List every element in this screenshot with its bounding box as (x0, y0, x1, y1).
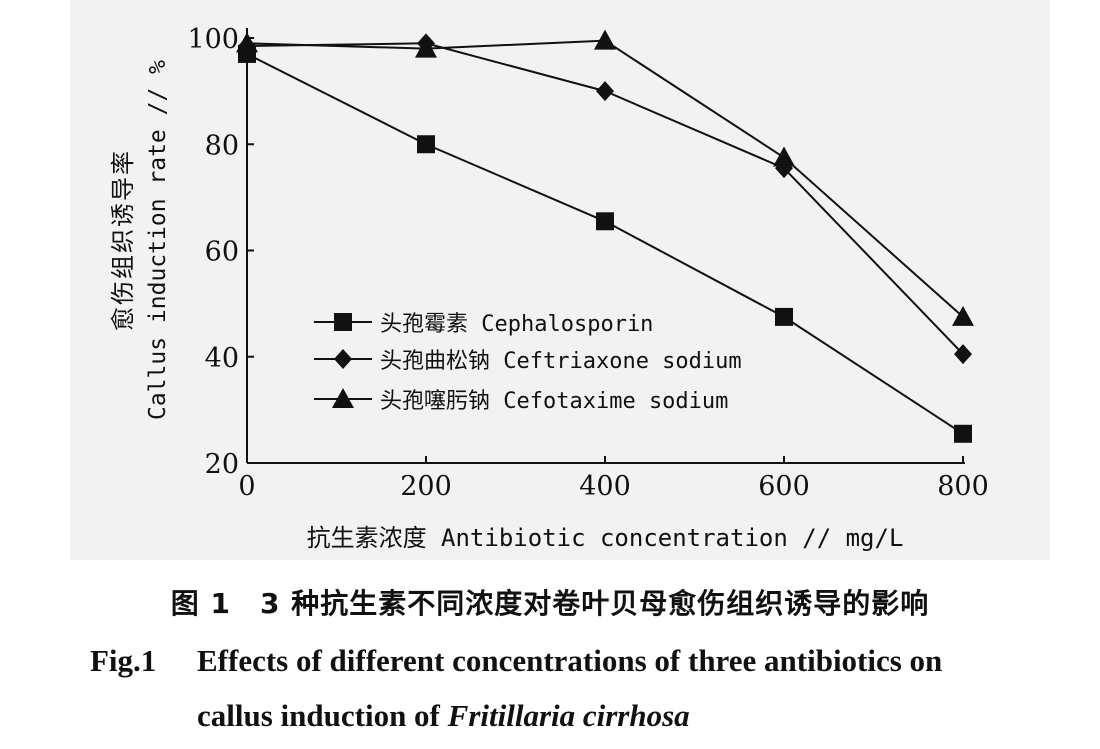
data-point-square (417, 135, 435, 154)
legend-label: 头孢曲松钠 Ceftriaxone sodium (380, 349, 742, 374)
legend-marker-square (334, 313, 352, 331)
y-axis-label-english: Callus induction rate // % (145, 60, 171, 420)
data-point-diamond (954, 344, 972, 365)
y-tick-label: 80 (205, 130, 239, 161)
y-tick-label: 60 (205, 237, 239, 268)
data-point-triangle (415, 37, 437, 58)
x-tick-label: 600 (758, 471, 810, 502)
x-axis-label: 抗生素浓度 Antibiotic concentration // mg/L (307, 524, 904, 552)
plot-panel (70, 0, 1050, 560)
data-point-triangle (952, 305, 974, 326)
figure-caption-chinese: 图 1 3 种抗生素不同浓度对卷叶贝母愈伤组织诱导的影响 (170, 587, 930, 620)
data-point-diamond (596, 81, 614, 102)
x-tick-label: 800 (937, 471, 989, 502)
x-tick-label: 0 (238, 471, 255, 502)
y-axis-label-chinese: 愈伤组织诱导率 (109, 149, 137, 331)
legend-marker-diamond (334, 349, 352, 369)
figure-caption-english-line2: callus induction of Fritillaria cirrhosa (197, 698, 690, 734)
data-point-square (596, 212, 614, 231)
legend-label: 头孢噻肟钠 Cefotaxime sodium (380, 389, 728, 414)
legend-label: 头孢霉素 Cephalosporin (380, 312, 653, 337)
caption-en-prefix: callus induction of (197, 698, 448, 733)
data-point-square (775, 307, 793, 326)
data-point-square (954, 424, 972, 443)
y-tick-label: 100 (187, 24, 239, 55)
figure-label: Fig.1 (90, 643, 157, 678)
caption-species-name: Fritillaria cirrhosa (447, 698, 690, 733)
callus-induction-chart: 20 40 60 80 100 0 200 400 600 800 抗生素浓度 Antibiotic… (109, 24, 989, 552)
y-tick-label: 40 (205, 343, 239, 374)
x-tick-label: 400 (579, 471, 631, 502)
figure-caption-english-line1: Fig.1 Effects of different concentrations… (90, 643, 942, 679)
data-point-triangle (236, 32, 258, 53)
y-tick-label: 20 (205, 449, 239, 480)
legend-marker-triangle (332, 388, 354, 408)
x-tick-label: 200 (400, 471, 452, 502)
caption-en-text: Effects of different concentrations of t… (197, 643, 943, 678)
data-point-triangle (773, 146, 795, 167)
data-point-triangle (594, 29, 616, 50)
